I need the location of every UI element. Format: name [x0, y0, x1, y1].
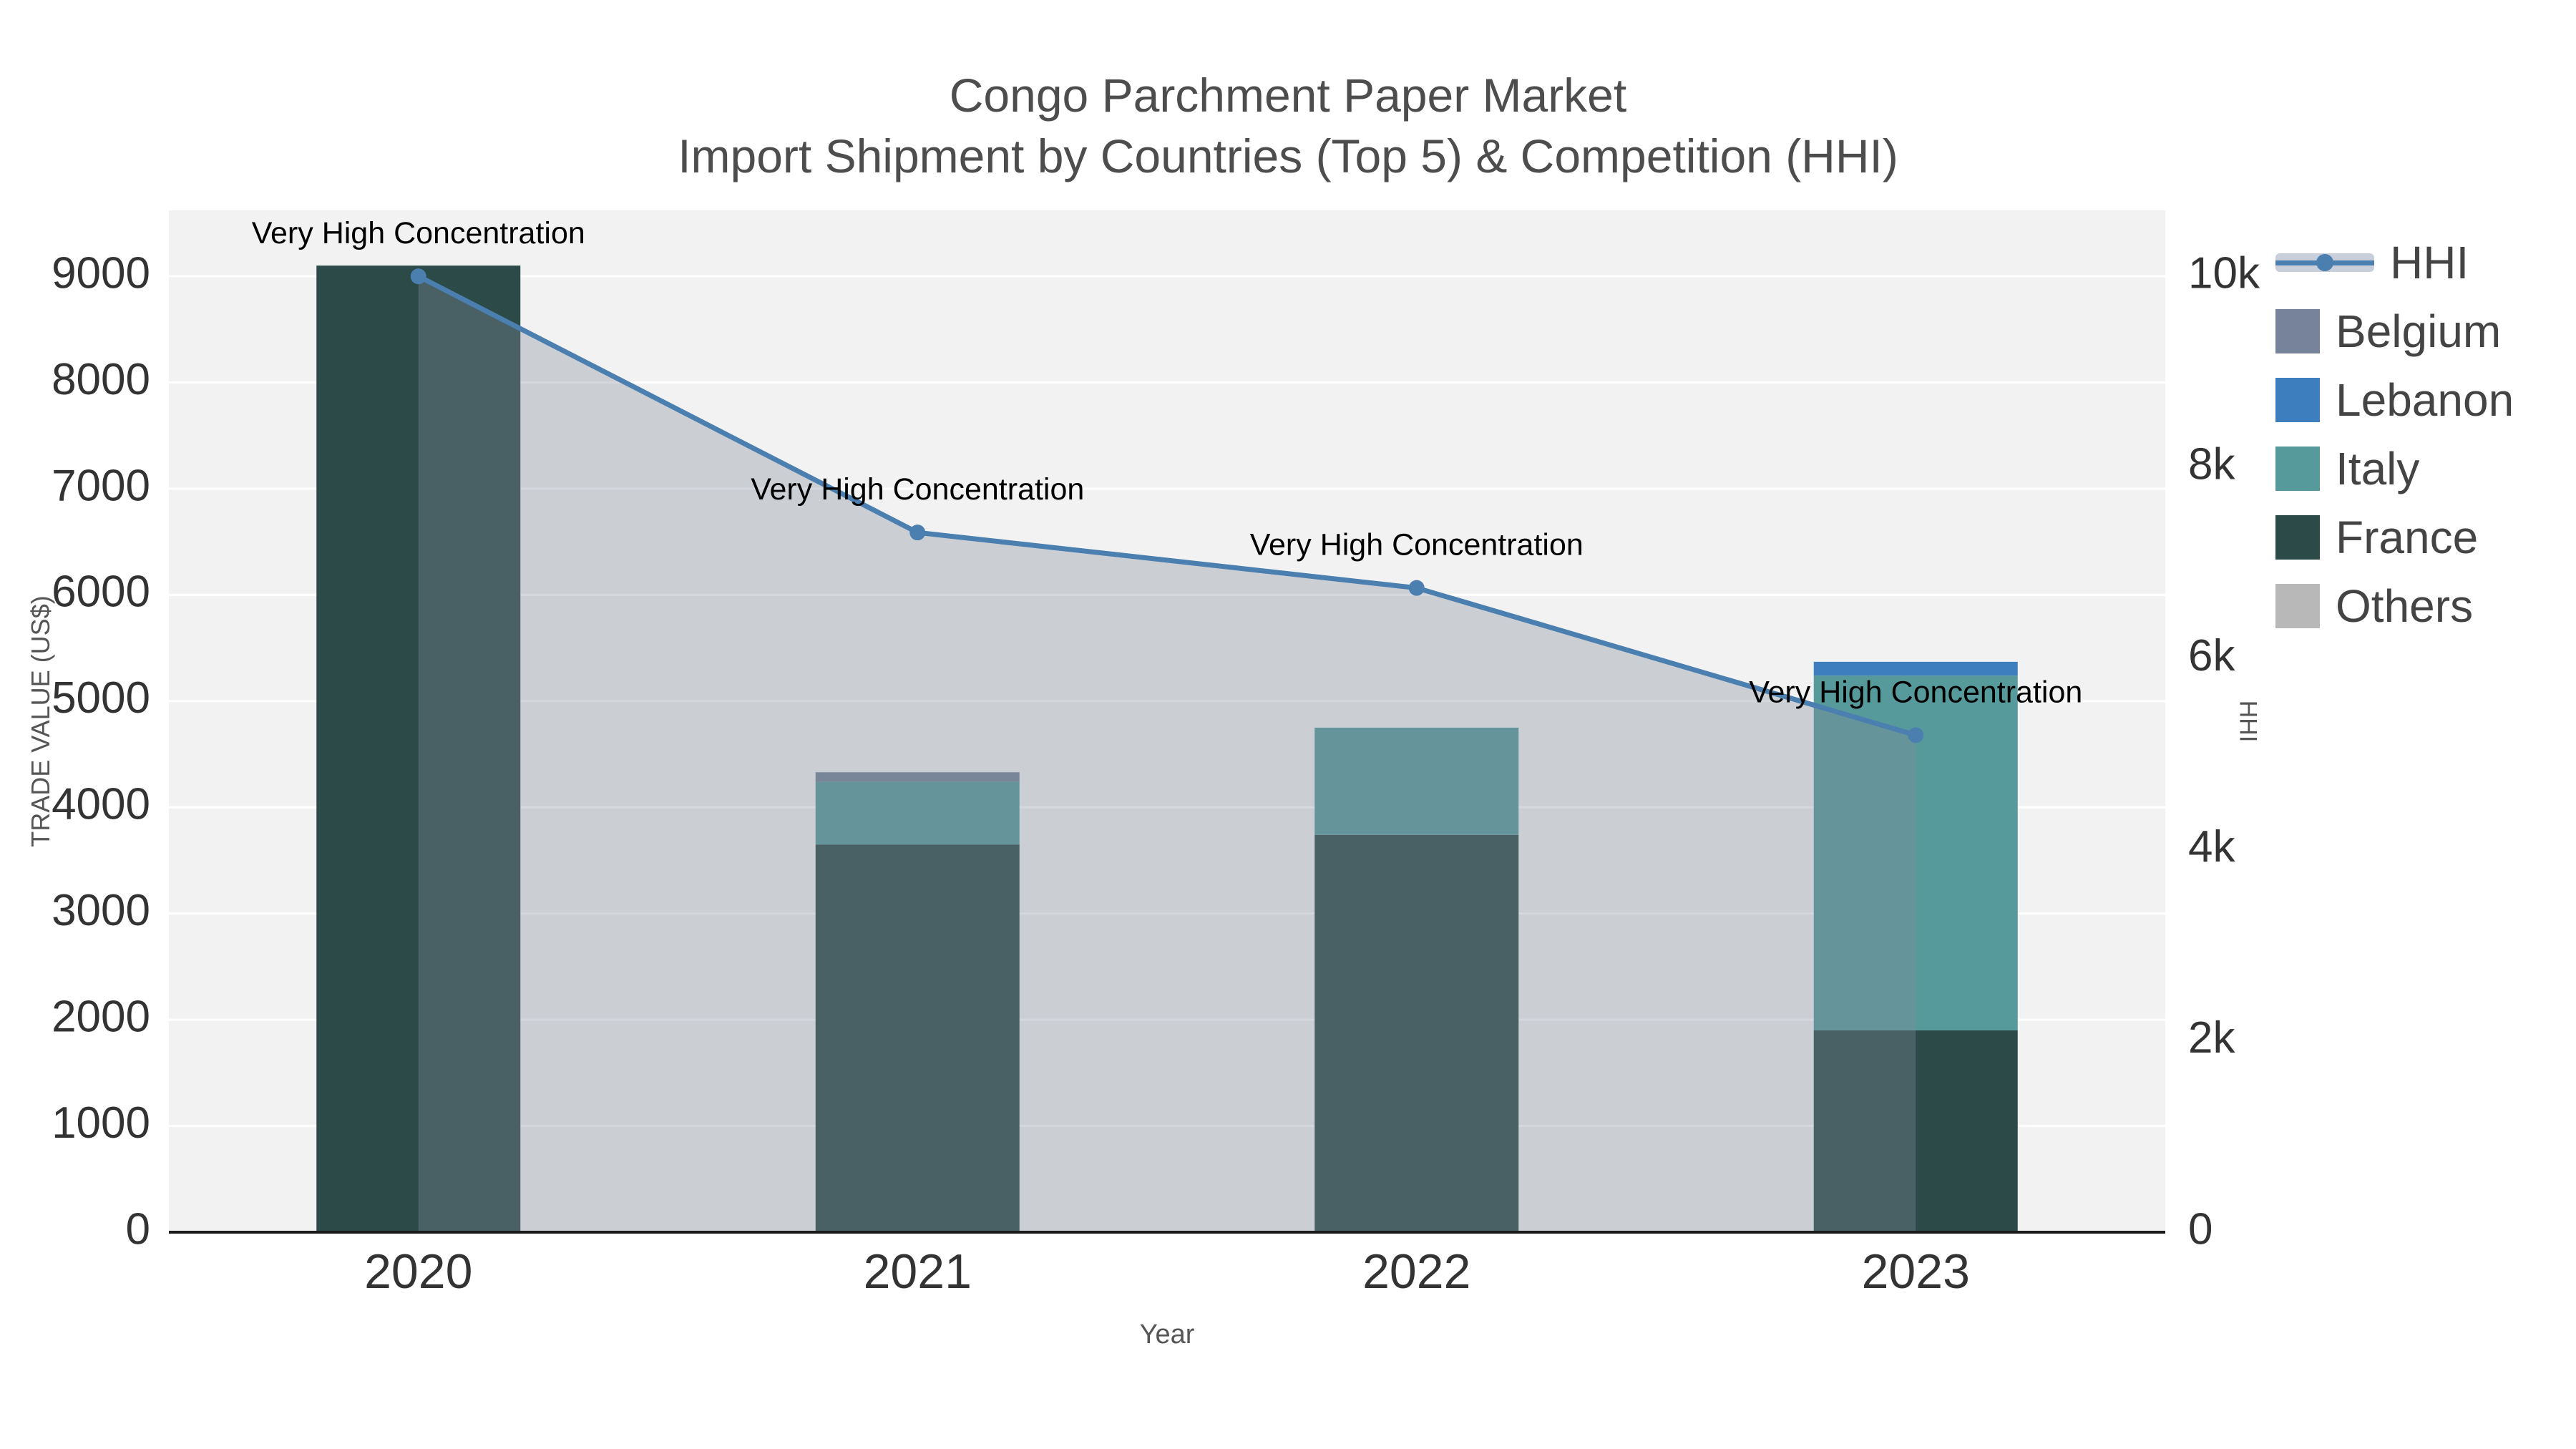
y-axis-title-right: HHI	[2234, 700, 2262, 743]
legend-label-lebanon: Lebanon	[2336, 374, 2514, 426]
legend-item-others[interactable]: Others	[2275, 572, 2514, 640]
y-right-tick-2k: 2k	[2188, 1013, 2235, 1063]
legend-item-hhi[interactable]: HHI	[2275, 228, 2514, 297]
y-left-tick-3000: 3000	[52, 886, 150, 935]
legend-label-hhi: HHI	[2390, 237, 2469, 288]
bar-france-2023[interactable]	[1813, 1030, 2018, 1232]
y-right-tick-6k: 6k	[2188, 631, 2235, 680]
legend-swatch-italy-icon	[2275, 447, 2320, 491]
x-tick-2022: 2022	[1362, 1244, 1470, 1299]
legend-swatch-belgium-icon	[2275, 309, 2320, 353]
y-left-tick-6000: 6000	[52, 567, 150, 617]
legend-swatch-others-icon	[2275, 584, 2320, 628]
y-right-tick-10k: 10k	[2188, 249, 2260, 298]
legend-swatch-lebanon-icon	[2275, 378, 2320, 422]
hhi-area	[418, 276, 1916, 1232]
bar-lebanon-2023[interactable]	[1813, 661, 2018, 676]
y-left-tick-8000: 8000	[52, 355, 150, 404]
legend-swatch-france-icon	[2275, 515, 2320, 560]
bar-italy-2022[interactable]	[1314, 727, 1519, 835]
chart-title: Congo Parchment Paper Market	[949, 69, 1627, 122]
y-left-tick-1000: 1000	[52, 1098, 150, 1148]
legend-label-belgium: Belgium	[2336, 306, 2502, 357]
x-tick-2021: 2021	[864, 1244, 972, 1299]
y-right-tick-8k: 8k	[2188, 440, 2235, 489]
y-axis-title-left: TRADE VALUE (US$)	[26, 595, 55, 847]
legend: HHI Belgium Lebanon Italy France Others	[2275, 228, 2514, 640]
bar-france-2020[interactable]	[316, 265, 521, 1232]
bar-italy-2021[interactable]	[815, 781, 1020, 845]
legend-item-france[interactable]: France	[2275, 503, 2514, 572]
annotation-2021: Very High Concentration	[751, 472, 1084, 507]
chart-subtitle: Import Shipment by Countries (Top 5) & C…	[678, 130, 1898, 182]
x-axis-title: Year	[1139, 1319, 1195, 1350]
y-left-tick-2000: 2000	[52, 992, 150, 1041]
legend-item-lebanon[interactable]: Lebanon	[2275, 366, 2514, 434]
bar-france-2022[interactable]	[1314, 834, 1519, 1232]
y-left-tick-0: 0	[126, 1204, 150, 1254]
hhi-marker-2020[interactable]	[410, 268, 426, 285]
y-left-tick-5000: 5000	[52, 673, 150, 723]
legend-label-france: France	[2336, 512, 2479, 563]
y-left-tick-7000: 7000	[52, 461, 150, 510]
hhi-marker-2021[interactable]	[909, 525, 926, 541]
legend-line-swatch-icon	[2275, 240, 2374, 285]
x-tick-2023: 2023	[1862, 1244, 1970, 1299]
annotation-2023: Very High Concentration	[1749, 675, 2082, 709]
legend-item-belgium[interactable]: Belgium	[2275, 297, 2514, 366]
bar-france-2021[interactable]	[815, 844, 1020, 1232]
annotation-2022: Very High Concentration	[1250, 528, 1584, 562]
hhi-marker-2022[interactable]	[1408, 580, 1425, 596]
legend-label-italy: Italy	[2336, 443, 2420, 494]
hhi-marker-2023[interactable]	[1908, 727, 1924, 743]
bar-belgium-2021[interactable]	[815, 772, 1020, 782]
legend-label-others: Others	[2336, 580, 2474, 632]
x-tick-2020: 2020	[364, 1244, 472, 1299]
hhi-line	[417, 274, 1917, 738]
y-left-tick-9000: 9000	[52, 248, 150, 298]
y-left-tick-4000: 4000	[52, 780, 150, 829]
y-right-tick-4k: 4k	[2188, 822, 2235, 872]
legend-item-italy[interactable]: Italy	[2275, 434, 2514, 503]
y-right-tick-0: 0	[2188, 1204, 2212, 1254]
annotation-2020: Very High Concentration	[252, 216, 585, 250]
